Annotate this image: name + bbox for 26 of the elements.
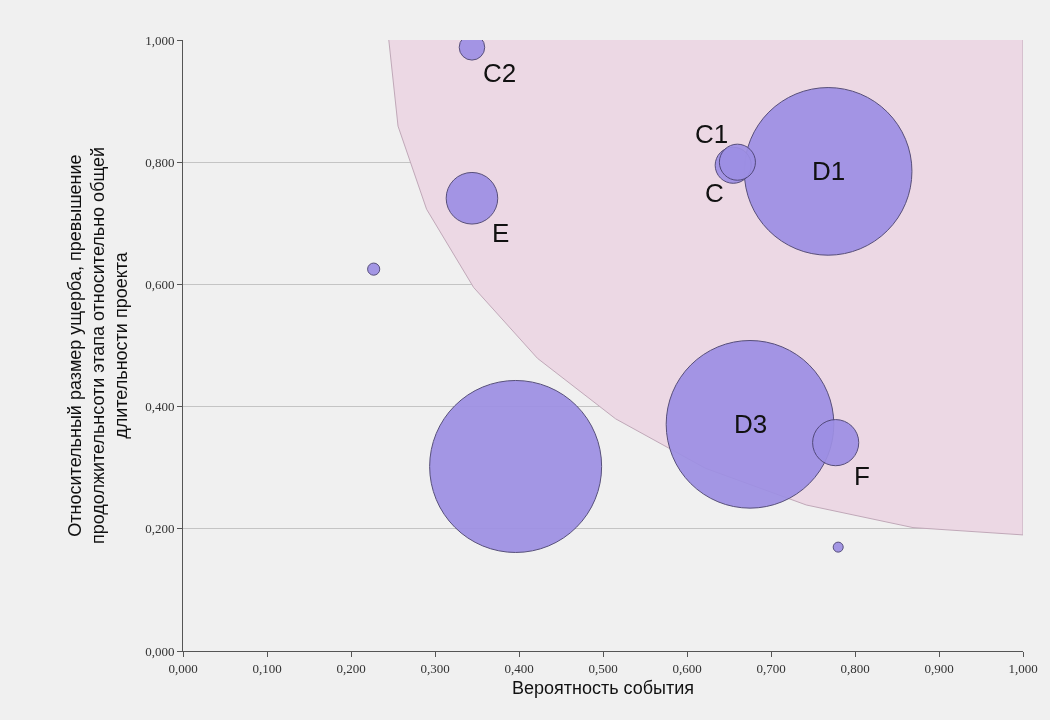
x-tick-label: 0,800: [840, 660, 870, 676]
x-axis-title: Вероятность события: [511, 677, 695, 698]
x-tick-label: 0,000: [168, 660, 198, 676]
y-axis-title: Относительный размер ущерба, превышение продолжительнсоти этапа относительно общей длительности проекта: [64, 146, 132, 545]
annotation: C1: [695, 119, 729, 149]
annotation: C2: [483, 58, 517, 88]
x-tick-label: 0,300: [420, 660, 450, 676]
annotation: F: [854, 461, 870, 491]
x-tick-label: 0,500: [588, 660, 618, 676]
annotation: E: [492, 218, 510, 248]
x-tick-label: 0,100: [252, 660, 282, 676]
y-tick-label: 0,400: [145, 399, 175, 415]
y-tick-label: 1,000: [145, 32, 175, 48]
x-tick-label: 0,900: [924, 660, 954, 676]
x-tick-label: 0,400: [504, 660, 534, 676]
x-tick-label: 0,600: [672, 660, 702, 676]
y-tick-label: 0,000: [145, 643, 175, 659]
annotation: C: [705, 178, 724, 208]
annotation: D3: [734, 409, 768, 439]
y-tick-label: 0,800: [145, 154, 175, 170]
y-tick-label: 0,200: [145, 521, 175, 537]
y-tick-label: 0,600: [145, 276, 175, 292]
annotation: D1: [812, 156, 846, 186]
x-tick-label: 1,000: [1008, 660, 1038, 676]
x-tick-label: 0,700: [756, 660, 786, 676]
x-tick-label: 0,200: [336, 660, 366, 676]
